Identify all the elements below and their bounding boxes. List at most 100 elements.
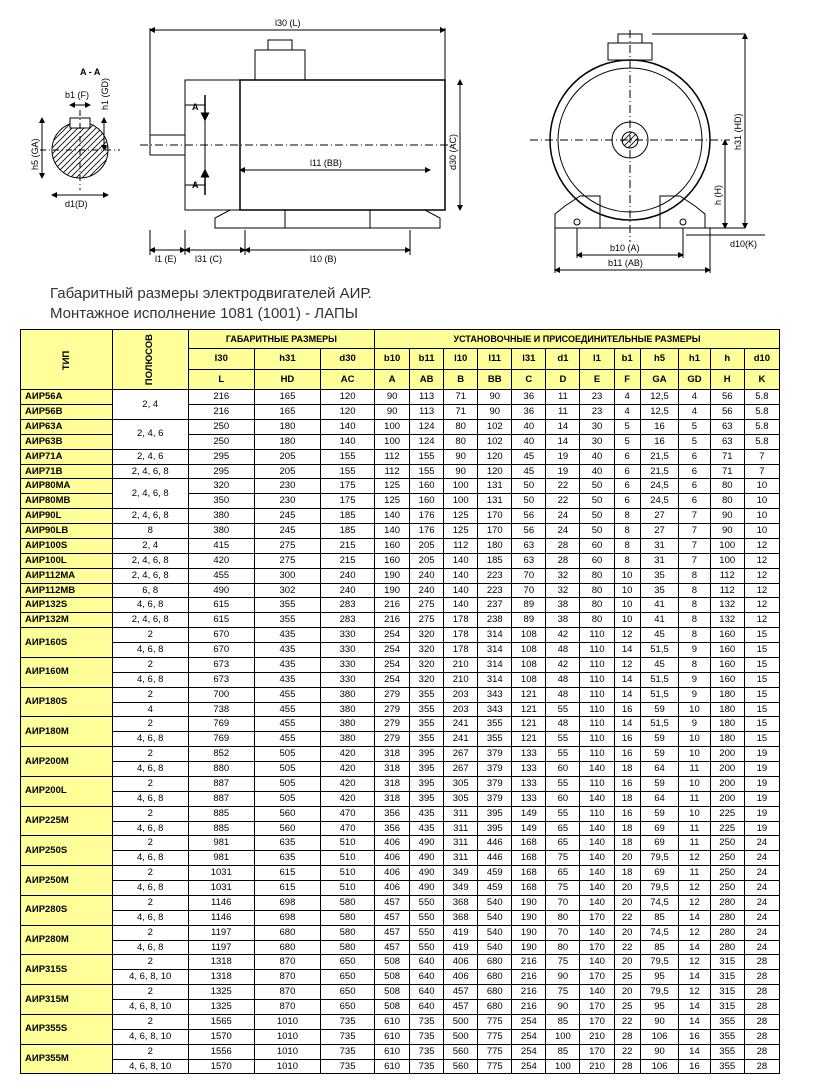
- data-cell: 55: [546, 776, 580, 791]
- col-K: K: [744, 369, 779, 389]
- data-cell: 120: [321, 405, 375, 420]
- data-cell: 560: [444, 1044, 478, 1059]
- data-cell: 420: [321, 747, 375, 762]
- data-cell: 7: [679, 524, 710, 539]
- data-cell: 254: [512, 1044, 546, 1059]
- data-cell: 315: [710, 970, 744, 985]
- data-cell: 615: [254, 866, 320, 881]
- data-cell: 8: [614, 553, 640, 568]
- data-cell: 10: [744, 494, 779, 509]
- data-cell: 170: [580, 1014, 614, 1029]
- data-cell: 6: [679, 464, 710, 479]
- data-cell: 275: [410, 613, 444, 628]
- poles-cell: 4, 6, 8, 10: [112, 970, 188, 985]
- dim-d1: d1(D): [65, 199, 88, 209]
- data-cell: 80: [580, 583, 614, 598]
- data-cell: 216: [375, 613, 410, 628]
- data-cell: 355: [478, 732, 512, 747]
- data-cell: 38: [546, 613, 580, 628]
- data-cell: 19: [546, 449, 580, 464]
- data-cell: 6: [679, 479, 710, 494]
- data-cell: 457: [375, 925, 410, 940]
- data-cell: 1197: [188, 925, 254, 940]
- data-cell: 16: [640, 434, 678, 449]
- data-cell: 32: [546, 568, 580, 583]
- type-cell: АИР112MA: [21, 568, 113, 583]
- type-cell: АИР280M: [21, 925, 113, 955]
- data-cell: 70: [512, 568, 546, 583]
- data-cell: 200: [710, 762, 744, 777]
- data-cell: 735: [321, 1014, 375, 1029]
- col-HD: HD: [254, 369, 320, 389]
- data-cell: 205: [254, 464, 320, 479]
- data-cell: 505: [254, 791, 320, 806]
- data-cell: 80: [546, 940, 580, 955]
- data-cell: 508: [375, 985, 410, 1000]
- data-cell: 74,5: [640, 895, 678, 910]
- data-cell: 35: [640, 583, 678, 598]
- data-cell: 24: [744, 866, 779, 881]
- data-cell: 41: [640, 598, 678, 613]
- data-cell: 279: [375, 687, 410, 702]
- data-cell: 670: [188, 643, 254, 658]
- data-cell: 63: [512, 553, 546, 568]
- data-cell: 165: [254, 390, 320, 405]
- data-cell: 140: [375, 509, 410, 524]
- data-cell: 124: [410, 419, 444, 434]
- data-cell: 320: [410, 657, 444, 672]
- data-cell: 8: [679, 657, 710, 672]
- data-cell: 50: [580, 479, 614, 494]
- data-cell: 550: [410, 910, 444, 925]
- data-cell: 406: [375, 836, 410, 851]
- data-cell: 45: [512, 449, 546, 464]
- data-cell: 315: [710, 955, 744, 970]
- data-cell: 455: [254, 732, 320, 747]
- data-cell: 175: [321, 479, 375, 494]
- data-cell: 302: [254, 583, 320, 598]
- data-cell: 457: [444, 1000, 478, 1015]
- data-cell: 110: [580, 672, 614, 687]
- data-cell: 280: [710, 895, 744, 910]
- data-cell: 22: [614, 910, 640, 925]
- data-cell: 24: [744, 910, 779, 925]
- data-cell: 18: [614, 836, 640, 851]
- data-cell: 59: [640, 747, 678, 762]
- data-cell: 640: [410, 985, 444, 1000]
- data-cell: 12: [679, 851, 710, 866]
- data-cell: 59: [640, 732, 678, 747]
- poles-cell: 4, 6, 8: [112, 762, 188, 777]
- section-label: A - A: [80, 67, 101, 77]
- poles-cell: 6, 8: [112, 583, 188, 598]
- data-cell: 22: [614, 1044, 640, 1059]
- data-cell: 8: [679, 568, 710, 583]
- type-cell: АИР355S: [21, 1014, 113, 1044]
- data-cell: 20: [614, 851, 640, 866]
- data-cell: 4: [679, 390, 710, 405]
- data-cell: 89: [512, 613, 546, 628]
- data-cell: 250: [710, 866, 744, 881]
- data-cell: 24: [744, 925, 779, 940]
- data-cell: 205: [410, 538, 444, 553]
- poles-cell: 4, 6, 8, 10: [112, 1029, 188, 1044]
- data-cell: 250: [710, 881, 744, 896]
- poles-cell: 2: [112, 747, 188, 762]
- data-cell: 75: [546, 851, 580, 866]
- data-cell: 769: [188, 732, 254, 747]
- data-cell: 110: [580, 747, 614, 762]
- data-cell: 100: [546, 1059, 580, 1074]
- data-cell: 470: [321, 821, 375, 836]
- data-cell: 14: [614, 643, 640, 658]
- data-cell: 90: [375, 405, 410, 420]
- col-b11: b11: [410, 349, 444, 369]
- data-cell: 1031: [188, 866, 254, 881]
- data-cell: 28: [744, 985, 779, 1000]
- data-cell: 125: [444, 509, 478, 524]
- data-cell: 490: [410, 836, 444, 851]
- data-cell: 16: [679, 1029, 710, 1044]
- data-cell: 12: [744, 598, 779, 613]
- data-cell: 540: [478, 910, 512, 925]
- data-cell: 14: [614, 717, 640, 732]
- data-cell: 18: [614, 866, 640, 881]
- col-D: D: [546, 369, 580, 389]
- data-cell: 121: [512, 687, 546, 702]
